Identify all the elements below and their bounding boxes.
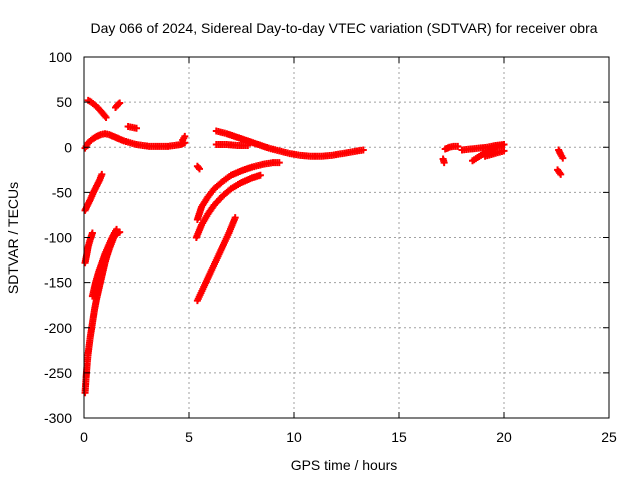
data-point <box>133 124 140 132</box>
y-tick-label: -50 <box>52 184 72 200</box>
series-arc-01 <box>81 130 122 152</box>
series-arc-10 <box>88 225 121 300</box>
axis-ticks: 0 5 10 15 20 25 -300 -250 -200 -150 -100 -50 0 50 100 <box>44 49 617 445</box>
data-point <box>194 164 202 172</box>
data-point <box>275 159 283 167</box>
x-tick-label: 15 <box>391 429 407 445</box>
data-point <box>88 229 96 237</box>
data-point <box>244 141 252 149</box>
series-arc-14 <box>193 159 283 223</box>
series-arc-17 <box>441 142 462 153</box>
series-arc-05 <box>112 99 124 112</box>
data-point <box>500 141 508 149</box>
chart-title: Day 066 of 2024, Sidereal Day-to-day VTE… <box>90 20 597 36</box>
series-arc-12 <box>212 141 252 149</box>
y-tick-label: 50 <box>56 94 72 110</box>
series-arc-13 <box>193 162 203 173</box>
data-point <box>559 154 567 162</box>
y-tick-label: 0 <box>64 139 72 155</box>
series-arc-08 <box>81 229 96 267</box>
series-arc-15 <box>192 171 264 241</box>
series-arc-23 <box>554 166 565 178</box>
series-arc-04 <box>84 96 110 121</box>
data-point <box>196 165 203 173</box>
series-arc-21 <box>481 147 508 160</box>
y-tick-label: -150 <box>44 275 72 291</box>
y-tick-label: -200 <box>44 320 72 336</box>
grid <box>84 57 609 418</box>
series-arc-22 <box>555 146 567 162</box>
data-point <box>440 159 448 167</box>
x-tick-label: 20 <box>496 429 512 445</box>
series-arc-18 <box>439 155 448 167</box>
data-point <box>557 170 565 178</box>
series-arc-07 <box>81 170 106 214</box>
y-tick-label: 100 <box>49 49 73 65</box>
series-arc-06 <box>124 122 140 132</box>
x-tick-label: 25 <box>601 429 617 445</box>
data-points <box>81 96 567 397</box>
y-axis-label: SDTVAR / TECUs <box>5 182 21 294</box>
series-arc-03 <box>179 132 189 144</box>
data-point <box>500 147 508 155</box>
data-point <box>113 225 121 233</box>
x-axis-label: GPS time / hours <box>291 457 398 473</box>
data-point <box>256 171 264 179</box>
y-tick-label: -250 <box>44 365 72 381</box>
series-arc-11 <box>212 127 367 160</box>
series-arc-16 <box>193 214 239 305</box>
data-point <box>98 170 106 178</box>
data-point <box>116 99 124 107</box>
y-tick-label: -300 <box>44 410 72 426</box>
data-point <box>231 214 239 222</box>
x-tick-label: 5 <box>185 429 193 445</box>
y-tick-label: -100 <box>44 230 72 246</box>
x-tick-label: 0 <box>80 429 88 445</box>
data-point <box>359 146 367 154</box>
data-point <box>181 132 189 140</box>
x-tick-label: 10 <box>286 429 302 445</box>
data-point <box>102 113 110 121</box>
data-point <box>454 142 462 150</box>
